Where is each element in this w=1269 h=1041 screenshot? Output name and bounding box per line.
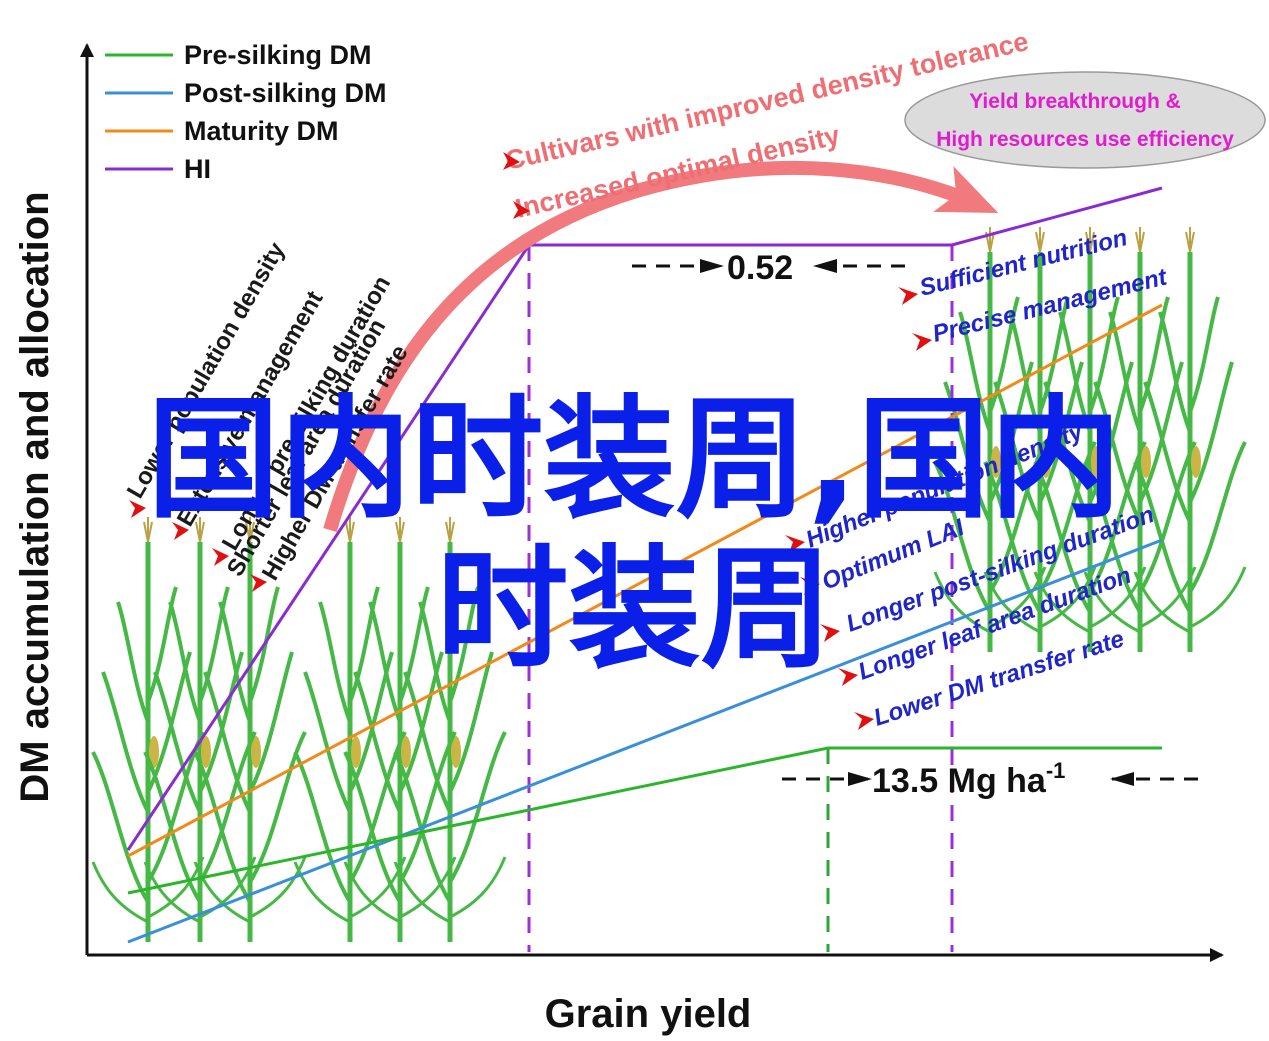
legend: Pre-silking DM Post-silking DM Maturity … — [105, 40, 387, 184]
legend-label-post-silking: Post-silking DM — [184, 78, 387, 108]
red-bullet-icon — [854, 712, 874, 730]
red-bullet-icon — [129, 500, 146, 518]
red-bullet-icon — [785, 535, 805, 553]
red-bullet-icon — [212, 548, 229, 566]
hi-value: 0.52 — [727, 249, 793, 287]
pre-silking-dm-line — [127, 746, 1162, 895]
corn-plants-left — [93, 517, 505, 942]
post-silking-dm-line — [127, 538, 1163, 944]
maturity-dm-line — [127, 303, 1163, 858]
red-bullet-icon — [898, 287, 918, 305]
ellipse-line2: High resources use efficiency — [936, 128, 1234, 151]
red-bullet-icon — [838, 668, 858, 686]
big-curved-arrow — [323, 160, 999, 532]
red-bullet-icon — [513, 201, 530, 219]
dm-value-main: 13.5 Mg ha — [872, 762, 1047, 800]
legend-label-hi: HI — [184, 154, 211, 184]
yield-breakthrough-ellipse — [904, 71, 1266, 169]
red-bullet-icon — [912, 333, 932, 351]
corn-plant-icon — [395, 517, 505, 942]
red-bullet-icon — [503, 152, 520, 170]
dm-value: 13.5 Mg ha-1 — [872, 758, 1065, 800]
dm-annotation: 13.5 Mg ha-1 — [782, 758, 1198, 800]
left-factors: Lower population density Extensive manag… — [122, 237, 414, 592]
red-bullet-icon — [800, 577, 820, 595]
red-bullet-icon — [250, 574, 267, 592]
hi-annotation: 0.52 — [632, 249, 905, 287]
right-factors: Sufficient nutrition Precise management … — [785, 224, 1170, 732]
x-axis-title: Grain yield — [545, 992, 752, 1036]
legend-label-pre-silking: Pre-silking DM — [184, 40, 372, 70]
hi-line — [126, 186, 1163, 851]
legend-label-maturity: Maturity DM — [184, 116, 339, 146]
ellipse-line1: Yield breakthrough & — [969, 90, 1181, 113]
red-bullet-icon — [172, 522, 189, 540]
y-axis-title: DM accumulation and allocation — [13, 191, 57, 802]
dm-value-sup: -1 — [1046, 758, 1066, 783]
red-bullet-icon — [820, 624, 840, 642]
